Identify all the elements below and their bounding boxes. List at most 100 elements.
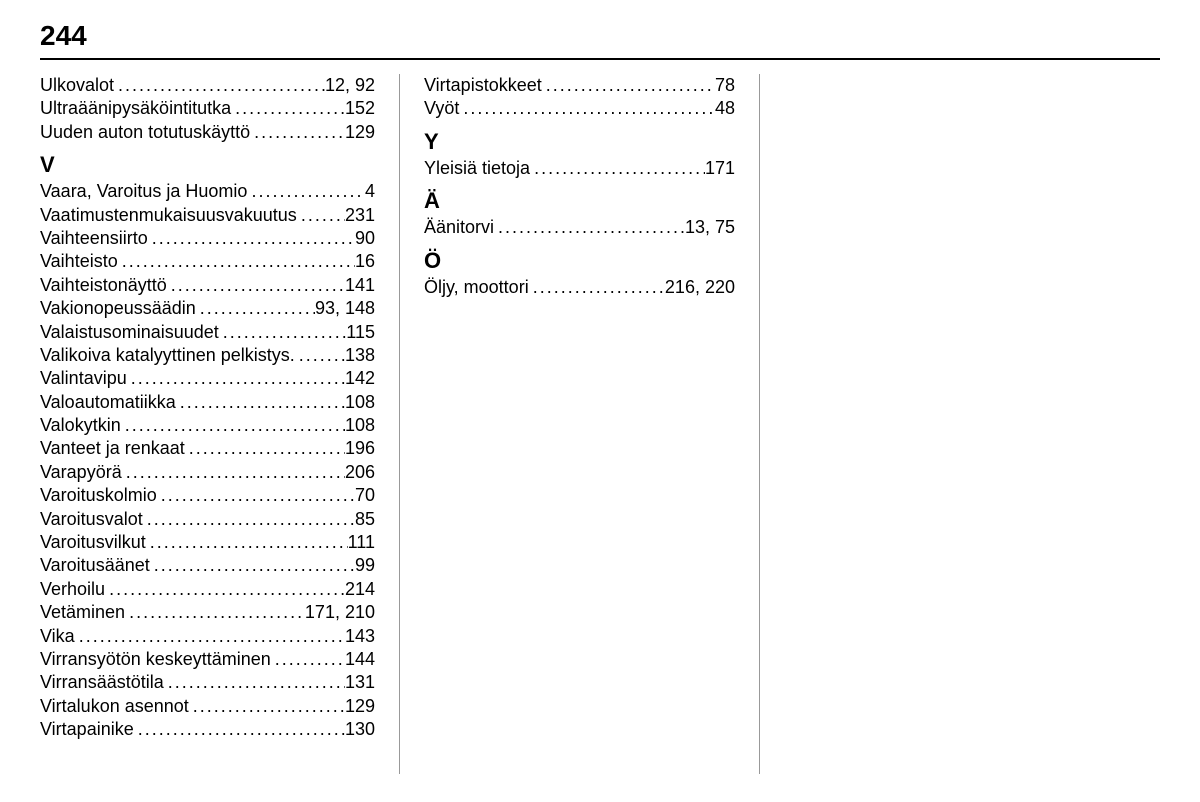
index-entry: Varoitusvilkut 111 xyxy=(40,531,375,554)
leader-dots xyxy=(295,344,345,367)
leader-dots xyxy=(297,204,345,227)
index-page-ref: 4 xyxy=(365,180,375,203)
index-term: Vaihteensiirto xyxy=(40,227,148,250)
leader-dots xyxy=(164,671,345,694)
index-entry: Virransäästötila131 xyxy=(40,671,375,694)
index-entry: Vika143 xyxy=(40,625,375,648)
index-page-ref: 141 xyxy=(345,274,375,297)
index-entry: Valaistusominaisuudet 115 xyxy=(40,321,375,344)
leader-dots xyxy=(114,74,325,97)
leader-dots xyxy=(196,297,315,320)
index-entry: Virransyötön keskeyttäminen144 xyxy=(40,648,375,671)
index-page-ref: 216, 220 xyxy=(665,276,735,299)
index-page-ref: 152 xyxy=(345,97,375,120)
index-page-ref: 206 xyxy=(345,461,375,484)
index-entry: Varoitusäänet 99 xyxy=(40,554,375,577)
index-term: Vaatimustenmukaisuusvakuutus xyxy=(40,204,297,227)
leader-dots xyxy=(125,601,305,624)
index-entry: Virtapistokkeet 78 xyxy=(424,74,735,97)
index-entry: Äänitorvi13, 75 xyxy=(424,216,735,239)
index-term: Valaistusominaisuudet xyxy=(40,321,219,344)
index-entry: Virtapainike 130 xyxy=(40,718,375,741)
index-term: Öljy, moottori xyxy=(424,276,529,299)
index-term: Virtapainike xyxy=(40,718,134,741)
index-column: Ulkovalot12, 92Ultraäänipysäköintitutka1… xyxy=(40,74,400,774)
index-entry: Varoituskolmio70 xyxy=(40,484,375,507)
index-page-ref: 115 xyxy=(346,321,375,344)
leader-dots xyxy=(146,531,348,554)
index-term: Virtapistokkeet xyxy=(424,74,542,97)
index-entry: Varoitusvalot 85 xyxy=(40,508,375,531)
index-page-ref: 78 xyxy=(715,74,735,97)
index-entry: Valokytkin108 xyxy=(40,414,375,437)
index-page-ref: 171, 210 xyxy=(305,601,375,624)
leader-dots xyxy=(105,578,345,601)
index-entry: Uuden auton totutuskäyttö 129 xyxy=(40,121,375,144)
leader-dots xyxy=(542,74,715,97)
leader-dots xyxy=(494,216,685,239)
index-page-ref: 93, 148 xyxy=(315,297,375,320)
index-page-ref: 143 xyxy=(345,625,375,648)
index-section-heading: V xyxy=(40,152,375,178)
index-term: Vetäminen xyxy=(40,601,125,624)
index-page-ref: 171 xyxy=(705,157,735,180)
index-column: Virtapistokkeet78Vyöt48YYleisiä tietoja1… xyxy=(400,74,760,774)
leader-dots xyxy=(529,276,665,299)
index-page-ref: 231 xyxy=(345,204,375,227)
index-entry: Öljy, moottori 216, 220 xyxy=(424,276,735,299)
leader-dots xyxy=(247,180,365,203)
index-term: Valokytkin xyxy=(40,414,121,437)
index-term: Vaara, Varoitus ja Huomio xyxy=(40,180,247,203)
index-section-heading: Ö xyxy=(424,248,735,274)
leader-dots xyxy=(150,554,355,577)
index-page-ref: 131 xyxy=(345,671,375,694)
index-page-ref: 90 xyxy=(355,227,375,250)
index-entry: Vyöt48 xyxy=(424,97,735,120)
leader-dots xyxy=(219,321,347,344)
index-section-heading: Ä xyxy=(424,188,735,214)
index-entry: Vaara, Varoitus ja Huomio 4 xyxy=(40,180,375,203)
index-entry: Vanteet ja renkaat196 xyxy=(40,437,375,460)
index-term: Varoitusäänet xyxy=(40,554,150,577)
index-term: Valintavipu xyxy=(40,367,127,390)
leader-dots xyxy=(118,250,355,273)
index-page-ref: 99 xyxy=(355,554,375,577)
index-term: Uuden auton totutuskäyttö xyxy=(40,121,250,144)
leader-dots xyxy=(157,484,355,507)
index-term: Vaihteistonäyttö xyxy=(40,274,167,297)
index-page-ref: 129 xyxy=(345,695,375,718)
index-page-ref: 130 xyxy=(345,718,375,741)
leader-dots xyxy=(127,367,345,390)
index-page-ref: 111 xyxy=(348,531,375,554)
index-entry: Valintavipu142 xyxy=(40,367,375,390)
index-term: Vaihteisto xyxy=(40,250,118,273)
index-page-ref: 85 xyxy=(355,508,375,531)
index-term: Varoitusvilkut xyxy=(40,531,146,554)
leader-dots xyxy=(121,414,345,437)
index-entry: Verhoilu214 xyxy=(40,578,375,601)
leader-dots xyxy=(459,97,715,120)
page-number: 244 xyxy=(40,20,1160,58)
index-page-ref: 108 xyxy=(345,391,375,414)
index-page-ref: 129 xyxy=(345,121,375,144)
leader-dots xyxy=(185,437,345,460)
index-entry: Valoautomatiikka108 xyxy=(40,391,375,414)
leader-dots xyxy=(250,121,345,144)
index-entry: Virtalukon asennot 129 xyxy=(40,695,375,718)
index-entry: Ultraäänipysäköintitutka 152 xyxy=(40,97,375,120)
index-page-ref: 12, 92 xyxy=(325,74,375,97)
index-page-ref: 70 xyxy=(355,484,375,507)
manual-index-page: 244 Ulkovalot12, 92Ultraäänipysäköintitu… xyxy=(0,0,1200,802)
index-term: Virtalukon asennot xyxy=(40,695,189,718)
index-term: Vanteet ja renkaat xyxy=(40,437,185,460)
leader-dots xyxy=(75,625,345,648)
index-term: Varapyörä xyxy=(40,461,122,484)
index-entry: Valikoiva katalyyttinen pelkistys.138 xyxy=(40,344,375,367)
index-page-ref: 48 xyxy=(715,97,735,120)
leader-dots xyxy=(231,97,345,120)
index-term: Varoitusvalot xyxy=(40,508,143,531)
index-term: Ultraäänipysäköintitutka xyxy=(40,97,231,120)
index-columns: Ulkovalot12, 92Ultraäänipysäköintitutka1… xyxy=(40,74,1160,774)
index-entry: Vaihteisto16 xyxy=(40,250,375,273)
index-section-heading: Y xyxy=(424,129,735,155)
